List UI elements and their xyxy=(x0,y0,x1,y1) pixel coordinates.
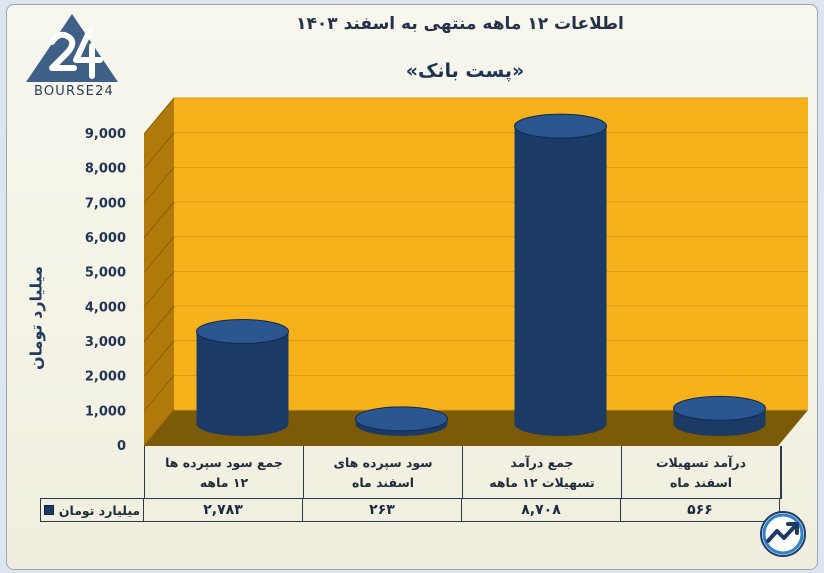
plot-floor xyxy=(144,410,808,446)
gridline-side xyxy=(143,201,175,239)
y-tick-label: 7,000 xyxy=(85,196,126,211)
data-label: ۵۶۶ xyxy=(620,499,779,521)
bourse24-logo xyxy=(26,14,118,82)
category-label-line: جمع درآمد xyxy=(510,455,574,470)
chart-title: اطلاعات ۱۲ ماهه منتهی به اسفند ۱۴۰۳ xyxy=(296,14,624,34)
category-label: درآمد تسهیلات اسفند ماه xyxy=(621,446,781,498)
bar-top xyxy=(673,395,766,421)
bar-body xyxy=(196,331,289,437)
data-label: ۸,۷۰۸ xyxy=(461,499,620,521)
legend-label: میلیارد تومان xyxy=(58,502,141,518)
category-label-line: ۱۲ ماهه xyxy=(199,475,249,490)
y-tick-label: 2,000 xyxy=(85,370,126,385)
legend-swatch xyxy=(43,505,54,515)
bar-top xyxy=(355,406,448,432)
bar xyxy=(355,406,448,437)
category-label: سود سپرده های اسفند ماه xyxy=(303,446,462,498)
data-table-row: ۵۶۶ ۸,۷۰۸ ۲۶۳ ۲,۷۸۳ میلیارد تومان xyxy=(40,498,780,522)
brand-name: BOURSE24 xyxy=(33,84,115,99)
category-table: درآمد تسهیلات اسفند ماه جمع درآمد تسهیلات … xyxy=(144,446,782,499)
gridline-side xyxy=(143,340,175,377)
category-label-line: تسهیلات ۱۲ ماهه xyxy=(489,475,595,490)
y-tick-label: 3,000 xyxy=(85,335,126,350)
y-tick-label: 1,000 xyxy=(85,404,126,419)
bar-body xyxy=(514,126,607,437)
category-label-line: اسفند ماه xyxy=(351,475,415,490)
category-label-line: درآمد تسهیلات xyxy=(655,455,747,470)
y-tick-label: 9,000 xyxy=(85,127,126,142)
y-tick-label: 6,000 xyxy=(85,231,126,246)
gridline-side xyxy=(143,375,175,412)
category-label: جمع سود سپرده ها ۱۲ ماهه xyxy=(145,446,303,498)
gridline-side xyxy=(143,271,175,308)
gridline-side xyxy=(143,167,175,204)
gridline-side xyxy=(143,305,175,343)
category-label: جمع درآمد تسهیلات ۱۲ ماهه xyxy=(462,446,621,498)
data-label: ۲,۷۸۳ xyxy=(143,499,302,521)
legend: میلیارد تومان xyxy=(41,499,143,521)
bar-top xyxy=(514,113,607,139)
y-tick-label: 4,000 xyxy=(85,300,126,315)
bar xyxy=(514,113,607,437)
bar-top xyxy=(196,319,289,345)
y-tick-label: 8,000 xyxy=(85,162,126,177)
data-label: ۲۶۳ xyxy=(302,499,461,521)
category-label-line: سود سپرده های xyxy=(333,455,433,470)
category-label-line: اسفند ماه xyxy=(669,475,733,490)
plot-side-wall xyxy=(144,98,174,446)
chart-subtitle: «پست بانک» xyxy=(405,60,525,82)
trend-arrow-icon xyxy=(760,511,806,557)
y-tick-label: 5,000 xyxy=(85,266,126,281)
gridline-side xyxy=(143,97,175,135)
bar xyxy=(673,395,766,436)
gridline-side xyxy=(143,236,175,273)
gridline-side xyxy=(143,132,175,169)
gridline-side xyxy=(143,409,175,447)
bar xyxy=(196,319,289,437)
category-label-line: جمع سود سپرده ها xyxy=(165,455,283,470)
y-tick-label: 0 xyxy=(117,439,126,454)
